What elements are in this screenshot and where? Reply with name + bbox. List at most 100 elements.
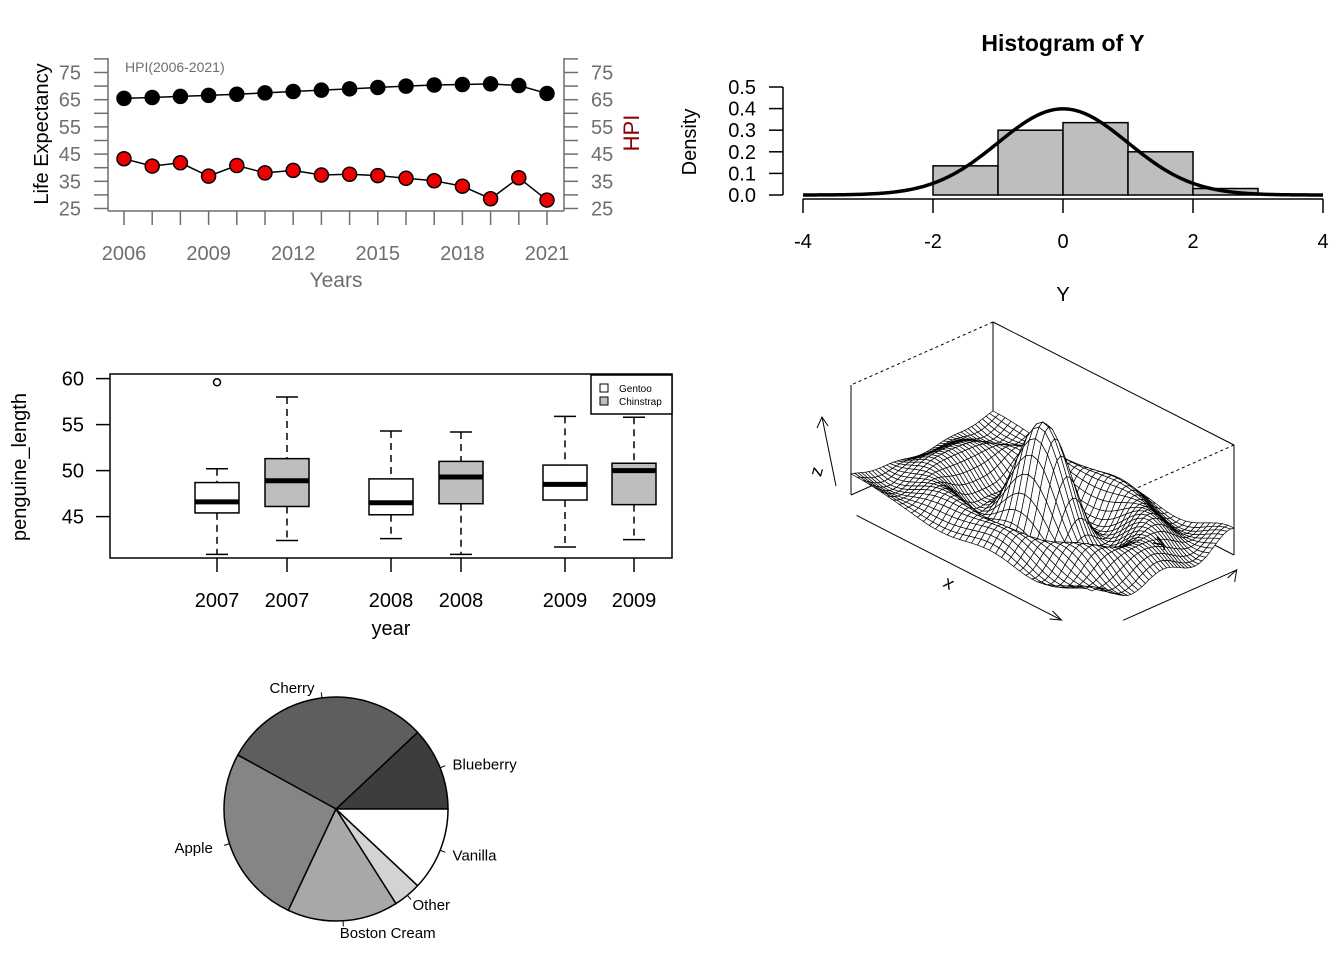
pie-label: Other [413, 897, 451, 914]
histogram-title: Histogram of Y [981, 30, 1144, 56]
histogram-ytick-label: 0.4 [728, 99, 756, 121]
line-chart-ytick-label: 45 [59, 144, 81, 166]
line-chart-point [511, 170, 527, 186]
line-chart-point [144, 89, 160, 106]
line-chart-point [426, 77, 442, 93]
histogram-ytick-label: 0.2 [728, 142, 756, 164]
histogram-xtick-label: -2 [924, 231, 942, 253]
surface-z-arrowhead [816, 415, 829, 429]
boxplot-ytick-label: 55 [62, 415, 84, 437]
histogram-xtick-label: -4 [794, 231, 812, 253]
pie-label-leader [439, 849, 446, 853]
pie-label: Vanilla [453, 847, 498, 864]
line-chart-ytick-label-right: 75 [591, 63, 613, 85]
line-chart-series-line [123, 83, 548, 100]
surface-box-edge [992, 321, 1235, 446]
line-chart-point [257, 85, 273, 101]
histogram-bar [997, 129, 1064, 196]
boxplot-xlabel: year [372, 618, 411, 640]
pie-slice [334, 808, 449, 887]
line-chart-point [341, 81, 358, 97]
histogram-xtick-label: 0 [1057, 231, 1068, 253]
line-chart-ytick-label-right: 65 [591, 90, 613, 112]
line-chart-point [285, 83, 301, 100]
line-chart-point [285, 162, 301, 179]
line-chart-point [511, 77, 527, 94]
line-chart-point [398, 170, 414, 187]
line-chart-point [116, 90, 132, 107]
pie-slice [287, 807, 398, 922]
line-chart-ytick-label: 75 [59, 63, 81, 85]
histogram-panel: Histogram of Y Y Density 0.00.10.20.30.4… [679, 30, 1329, 306]
line-chart-point [398, 78, 414, 94]
line-chart-point [313, 82, 330, 98]
histogram-ytick-label: 0.1 [728, 163, 756, 185]
line-chart-point [200, 87, 217, 104]
boxplot-xtick-label: 2009 [612, 590, 657, 612]
boxplot-panel: year penguine_length 45 50 55 60 2007 2007 200… [9, 369, 673, 640]
pie-chart-panel: Blueberry Cherry Apple Boston Cream Other Van… [174, 680, 517, 942]
pie-label-leader [439, 765, 446, 769]
line-chart-xtick-label: 2006 [102, 243, 147, 265]
histogram-bar [1127, 151, 1194, 196]
line-chart-point [313, 167, 330, 183]
histogram-ytick-label: 0.5 [728, 77, 756, 99]
line-chart-point [539, 192, 555, 208]
pie-slice [334, 731, 449, 810]
pie-label-leader [407, 894, 412, 900]
line-chart-ylabel-right: HPI [619, 115, 644, 152]
histogram-ytick-label: 0.0 [728, 185, 756, 207]
line-chart-annotation: HPI(2006-2021) [125, 59, 225, 75]
histogram-xlabel: Y [1056, 284, 1069, 306]
surface-x-arrowhead [1049, 610, 1063, 621]
boxplot-box [368, 478, 414, 516]
line-chart-xtick-label: 2015 [356, 243, 401, 265]
line-chart-point [172, 155, 189, 171]
pie-label: Cherry [270, 680, 316, 697]
line-chart-point [341, 166, 358, 182]
histogram-xtick-label: 4 [1317, 231, 1328, 253]
surface-box-edge-hidden [850, 321, 994, 386]
boxplot-legend-label: Chinstrap [619, 397, 662, 408]
surface-zlabel: z [805, 465, 827, 479]
line-chart-xtick-label: 2021 [525, 243, 570, 265]
pie-label: Apple [174, 840, 212, 857]
boxplot-ytick-label: 60 [62, 369, 84, 391]
boxplot-ylabel: penguine_length [9, 393, 31, 541]
surface-y-arrow [1122, 569, 1237, 621]
surface-x-arrow [856, 515, 1062, 621]
line-chart-point [144, 158, 160, 174]
boxplot-xtick-label: 2008 [439, 590, 484, 612]
line-chart-point [482, 190, 499, 207]
line-chart-ytick-label: 55 [59, 117, 81, 139]
line-chart-ytick-label-right: 45 [591, 144, 613, 166]
line-chart-point [116, 150, 132, 167]
boxplot-legend-swatch [599, 383, 609, 393]
boxplot-ytick-label: 50 [62, 461, 84, 483]
histogram-ytick-label: 0.3 [728, 120, 756, 142]
line-chart-ytick-label-right: 25 [591, 199, 613, 221]
line-chart-ytick-label-right: 55 [591, 117, 613, 139]
surface-z-arrow [821, 416, 837, 487]
line-chart-point [454, 76, 471, 93]
boxplot-legend: Gentoo Chinstrap [590, 374, 673, 415]
line-chart-ytick-label: 65 [59, 90, 81, 112]
line-chart-ytick-label: 25 [59, 199, 81, 221]
boxplot-xtick-label: 2007 [195, 590, 240, 612]
line-chart-point [370, 167, 386, 184]
line-chart-point [229, 157, 245, 174]
line-chart-xlabel: Years [310, 269, 363, 292]
surface-xlabel: x [940, 572, 958, 594]
pie-label-leader [224, 843, 230, 846]
line-chart-ytick-label-right: 35 [591, 171, 613, 193]
histogram-ylabel: Density [679, 109, 701, 176]
histogram-density-curve [803, 107, 1323, 197]
surface-panel: x y z [805, 321, 1238, 621]
line-chart-point [257, 165, 273, 181]
boxplot-legend-frame [590, 374, 673, 415]
line-chart-point [229, 86, 245, 103]
line-chart-point [539, 85, 555, 102]
surface-facet [1085, 586, 1097, 592]
surface-box-edge-hidden [1091, 444, 1235, 509]
